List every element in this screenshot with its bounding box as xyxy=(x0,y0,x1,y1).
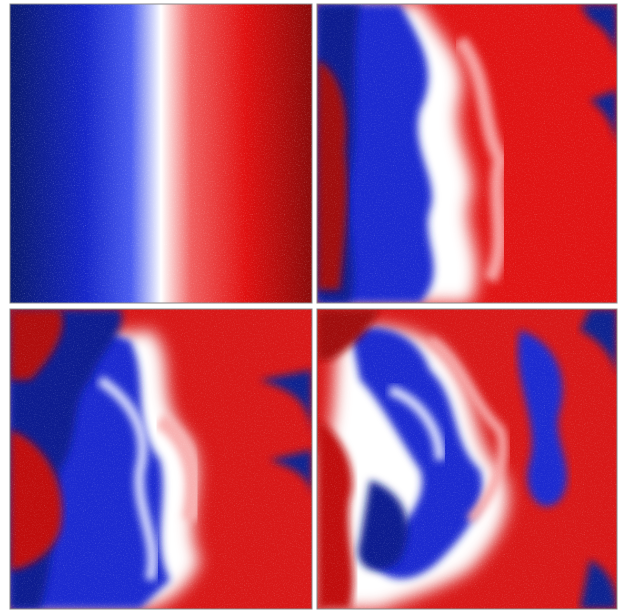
panel-initial xyxy=(10,4,312,303)
panel-early xyxy=(317,4,617,303)
panel-mid xyxy=(10,309,312,609)
figure xyxy=(0,0,629,612)
panel-late xyxy=(317,309,617,609)
